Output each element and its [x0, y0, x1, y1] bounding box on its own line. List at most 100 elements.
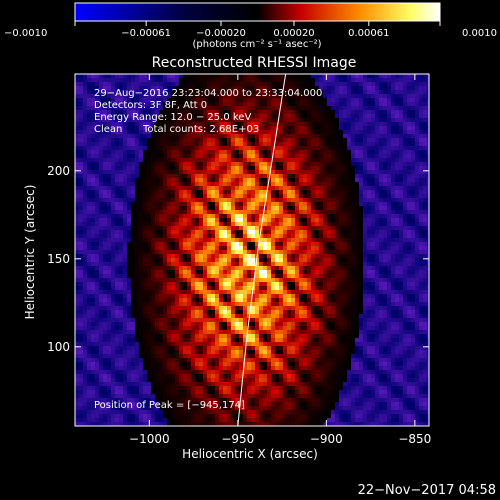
heatmap-cell	[375, 86, 379, 90]
heatmap-cell	[167, 246, 171, 250]
heatmap-cell	[335, 286, 339, 290]
heatmap-cell	[275, 106, 279, 110]
heatmap-cell	[415, 114, 419, 118]
heatmap-cell	[231, 226, 235, 230]
heatmap-cell	[227, 190, 231, 194]
heatmap-cell	[203, 106, 207, 110]
heatmap-cell	[219, 102, 223, 106]
heatmap-cell	[279, 146, 283, 150]
heatmap-cell	[123, 286, 127, 290]
heatmap-cell	[263, 238, 267, 242]
heatmap-cell	[251, 210, 255, 214]
heatmap-cell	[311, 118, 315, 122]
heatmap-cell	[407, 226, 411, 230]
heatmap-cell	[319, 114, 323, 118]
heatmap-cell	[219, 250, 223, 254]
heatmap-cell	[207, 270, 211, 274]
heatmap-cell	[395, 126, 399, 130]
heatmap-cell	[339, 222, 343, 226]
heatmap-cell	[191, 222, 195, 226]
heatmap-cell	[143, 134, 147, 138]
heatmap-cell	[375, 102, 379, 106]
heatmap-cell	[123, 290, 127, 294]
heatmap-cell	[195, 162, 199, 166]
heatmap-cell	[147, 166, 151, 170]
heatmap-cell	[187, 234, 191, 238]
heatmap-cell	[379, 134, 383, 138]
heatmap-cell	[159, 294, 163, 298]
heatmap-cell	[427, 122, 429, 126]
heatmap-cell	[311, 294, 315, 298]
heatmap-cell	[219, 226, 223, 230]
heatmap-cell	[243, 158, 247, 162]
heatmap-cell	[135, 146, 139, 150]
heatmap-cell	[155, 138, 159, 142]
heatmap-cell	[131, 154, 135, 158]
heatmap-cell	[175, 210, 179, 214]
heatmap-cell	[423, 206, 427, 210]
heatmap-cell	[415, 150, 419, 154]
heatmap-cell	[399, 138, 403, 142]
heatmap-cell	[319, 258, 323, 262]
heatmap-cell	[407, 210, 411, 214]
heatmap-cell	[123, 82, 127, 86]
heatmap-cell	[311, 262, 315, 266]
heatmap-cell	[287, 158, 291, 162]
heatmap-cell	[411, 214, 415, 218]
heatmap-cell	[171, 190, 175, 194]
heatmap-cell	[175, 242, 179, 246]
heatmap-cell	[271, 194, 275, 198]
heatmap-cell	[259, 162, 263, 166]
heatmap-cell	[319, 110, 323, 114]
heatmap-cell	[267, 254, 271, 258]
heatmap-cell	[83, 170, 87, 174]
heatmap-cell	[215, 190, 219, 194]
heatmap-cell	[155, 150, 159, 154]
heatmap-cell	[135, 78, 139, 82]
heatmap-cell	[311, 226, 315, 230]
heatmap-cell	[219, 122, 223, 126]
heatmap-cell	[179, 206, 183, 210]
heatmap-cell	[135, 178, 139, 182]
heatmap-cell	[91, 102, 95, 106]
heatmap-cell	[123, 274, 127, 278]
heatmap-cell	[171, 238, 175, 242]
heatmap-cell	[343, 138, 347, 142]
heatmap-cell	[159, 290, 163, 294]
heatmap-cell	[307, 98, 311, 102]
heatmap-cell	[387, 150, 391, 154]
heatmap-cell	[267, 146, 271, 150]
heatmap-cell	[391, 130, 395, 134]
heatmap-cell	[159, 226, 163, 230]
heatmap-cell	[211, 178, 215, 182]
heatmap-cell	[295, 130, 299, 134]
heatmap-cell	[207, 130, 211, 134]
heatmap-cell	[279, 126, 283, 130]
heatmap-cell	[131, 122, 135, 126]
heatmap-cell	[75, 218, 79, 222]
heatmap-cell	[167, 158, 171, 162]
heatmap-cell	[167, 202, 171, 206]
heatmap-cell	[395, 290, 399, 294]
heatmap-cell	[135, 286, 139, 290]
heatmap-cell	[371, 246, 375, 250]
heatmap-cell	[303, 74, 307, 78]
heatmap-cell	[75, 294, 79, 298]
heatmap-cell	[371, 282, 375, 286]
heatmap-cell	[183, 230, 187, 234]
heatmap-cell	[291, 266, 295, 270]
heatmap-cell	[91, 234, 95, 238]
heatmap-cell	[103, 118, 107, 122]
heatmap-cell	[275, 234, 279, 238]
heatmap-cell	[291, 162, 295, 166]
heatmap-cell	[83, 194, 87, 198]
heatmap-cell	[339, 254, 343, 258]
heatmap-cell	[363, 242, 367, 246]
heatmap-cell	[403, 170, 407, 174]
heatmap-cell	[239, 134, 243, 138]
heatmap-cell	[171, 166, 175, 170]
heatmap-cell	[183, 190, 187, 194]
heatmap-cell	[215, 254, 219, 258]
heatmap-cell	[83, 78, 87, 82]
heatmap-cell	[231, 134, 235, 138]
